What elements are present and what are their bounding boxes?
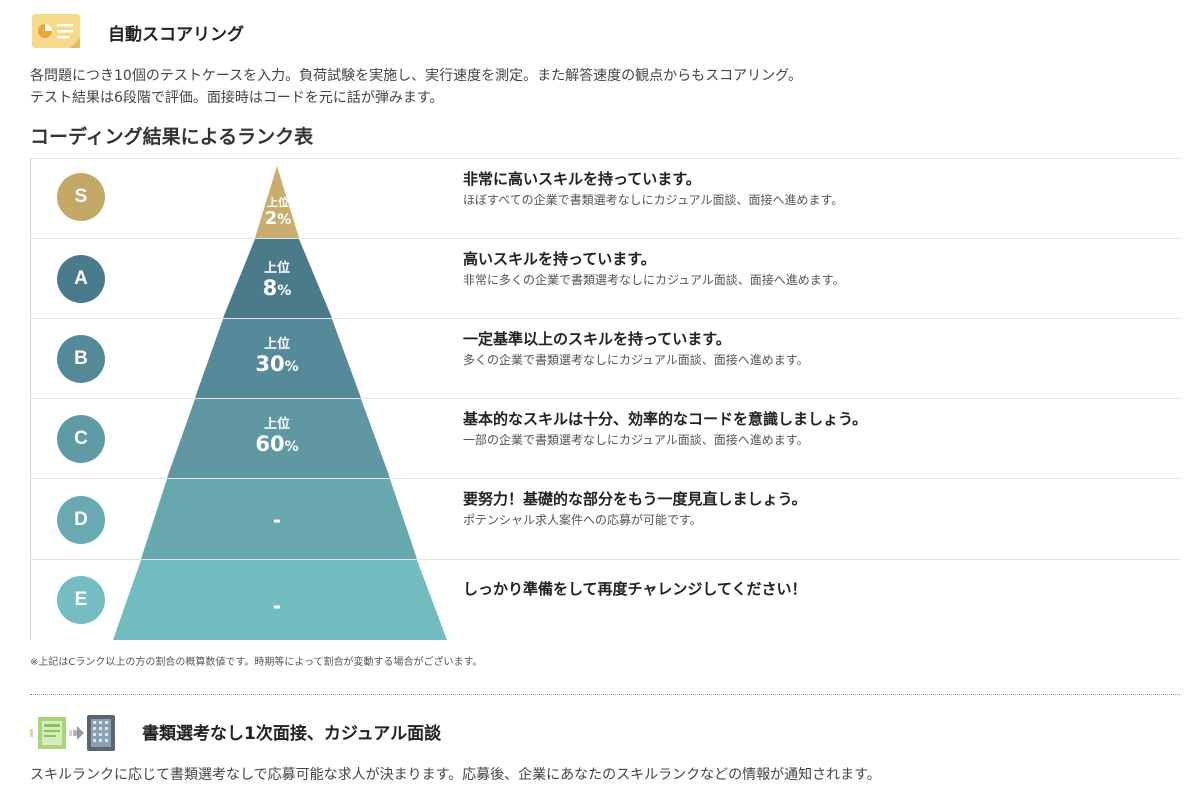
rank-badge-c: C bbox=[57, 415, 105, 463]
rank-heading-s: 非常に高いスキルを持っています。 bbox=[463, 170, 701, 188]
interview-line: スキルランクに応じて書類選考なしで応募可能な求人が決まります。応募後、企業にあな… bbox=[30, 767, 881, 783]
pyramid-tier-d bbox=[141, 479, 417, 559]
chart-card-icon bbox=[32, 14, 80, 48]
pyramid-label-prefix: 上位 bbox=[267, 196, 289, 209]
pyramid-tier-e bbox=[113, 560, 447, 640]
rank-table: S 上位 2% 非常に高いスキルを持っています。 ほぼすべての企業で書類選考なし… bbox=[30, 158, 1181, 640]
rank-sub-a: 非常に多くの企業で書類選考なしにカジュアル面談、面接へ進めます。 bbox=[463, 273, 845, 287]
building-icon bbox=[87, 715, 115, 751]
pyramid-label-a: 上位 8% bbox=[247, 261, 307, 303]
rank-heading-e: しっかり準備をして再度チャレンジしてください！ bbox=[463, 580, 807, 598]
row-divider bbox=[31, 318, 1181, 319]
rank-footnote: ※上記はCランク以上の方の割合の概算数値です。時期等によって割合が変動する場合が… bbox=[30, 657, 483, 668]
rank-heading-c: 基本的なスキルは十分、効率的なコードを意識しましょう。 bbox=[463, 410, 868, 428]
pyramid-percent: 30% bbox=[255, 352, 299, 376]
rank-badge-a: A bbox=[57, 255, 105, 303]
pyramid-label-prefix: 上位 bbox=[263, 261, 290, 276]
pyramid-label-s: 上位 2% bbox=[252, 196, 304, 230]
rank-sub-s: ほぼすべての企業で書類選考なしにカジュアル面談、面接へ進めます。 bbox=[463, 193, 844, 207]
pyramid-label-b: 上位 30% bbox=[242, 337, 312, 379]
scoring-title: 自動スコアリング bbox=[108, 25, 244, 45]
rank-sub-b: 多くの企業で書類選考なしにカジュアル面談、面接へ進めます。 bbox=[463, 353, 809, 367]
scoring-line-1: 各問題につき10個のテストケースを入力。負荷試験を実施し、実行速度を測定。また解… bbox=[30, 68, 802, 84]
scoring-line-2: テスト結果は6段階で評価。面接時はコードを元に話が弾みます。 bbox=[30, 90, 444, 106]
rank-table-title: コーディング結果によるランク表 bbox=[30, 126, 314, 148]
row-divider bbox=[31, 238, 1181, 239]
interview-title: 書類選考なし1次面接、カジュアル面談 bbox=[142, 724, 442, 744]
rank-heading-a: 高いスキルを持っています。 bbox=[463, 250, 656, 268]
pyramid-tier-a bbox=[223, 239, 332, 318]
rank-heading-d: 要努力！基礎的な部分をもう一度見直しましょう。 bbox=[463, 490, 807, 508]
rank-heading-b: 一定基準以上のスキルを持っています。 bbox=[463, 330, 731, 348]
pyramid-dash-d: - bbox=[272, 508, 282, 532]
pyramid-dash-e: - bbox=[272, 594, 282, 618]
row-divider bbox=[31, 478, 1181, 479]
pyramid-label-c: 上位 60% bbox=[242, 417, 312, 459]
pyramid-tier-s bbox=[255, 166, 299, 238]
scoring-icon bbox=[32, 14, 80, 50]
section-divider bbox=[30, 694, 1180, 695]
interview-icons bbox=[30, 713, 120, 753]
row-divider bbox=[31, 398, 1181, 399]
pyramid-label-prefix: 上位 bbox=[263, 417, 290, 432]
row-divider bbox=[31, 158, 1181, 159]
document-icon bbox=[30, 717, 66, 749]
rank-badge-d: D bbox=[57, 496, 105, 544]
pyramid-tier-b bbox=[195, 319, 361, 398]
pyramid-percent: 60% bbox=[255, 432, 299, 456]
rank-sub-c: 一部の企業で書類選考なしにカジュアル面談、面接へ進めます。 bbox=[463, 433, 809, 447]
rank-sub-d: ポテンシャル求人案件への応募が可能です。 bbox=[463, 513, 702, 527]
rank-badge-b: B bbox=[57, 335, 105, 383]
pyramid-percent: 8% bbox=[262, 276, 292, 300]
rank-badge-e: E bbox=[57, 576, 105, 624]
pyramid-tier-c bbox=[167, 399, 390, 478]
rank-badge-s: S bbox=[57, 173, 105, 221]
rank-pyramid bbox=[113, 166, 447, 640]
row-divider bbox=[31, 559, 1181, 560]
pyramid-percent: 2% bbox=[264, 208, 292, 229]
pyramid-label-prefix: 上位 bbox=[263, 337, 290, 352]
arrow-right-icon bbox=[69, 726, 84, 740]
